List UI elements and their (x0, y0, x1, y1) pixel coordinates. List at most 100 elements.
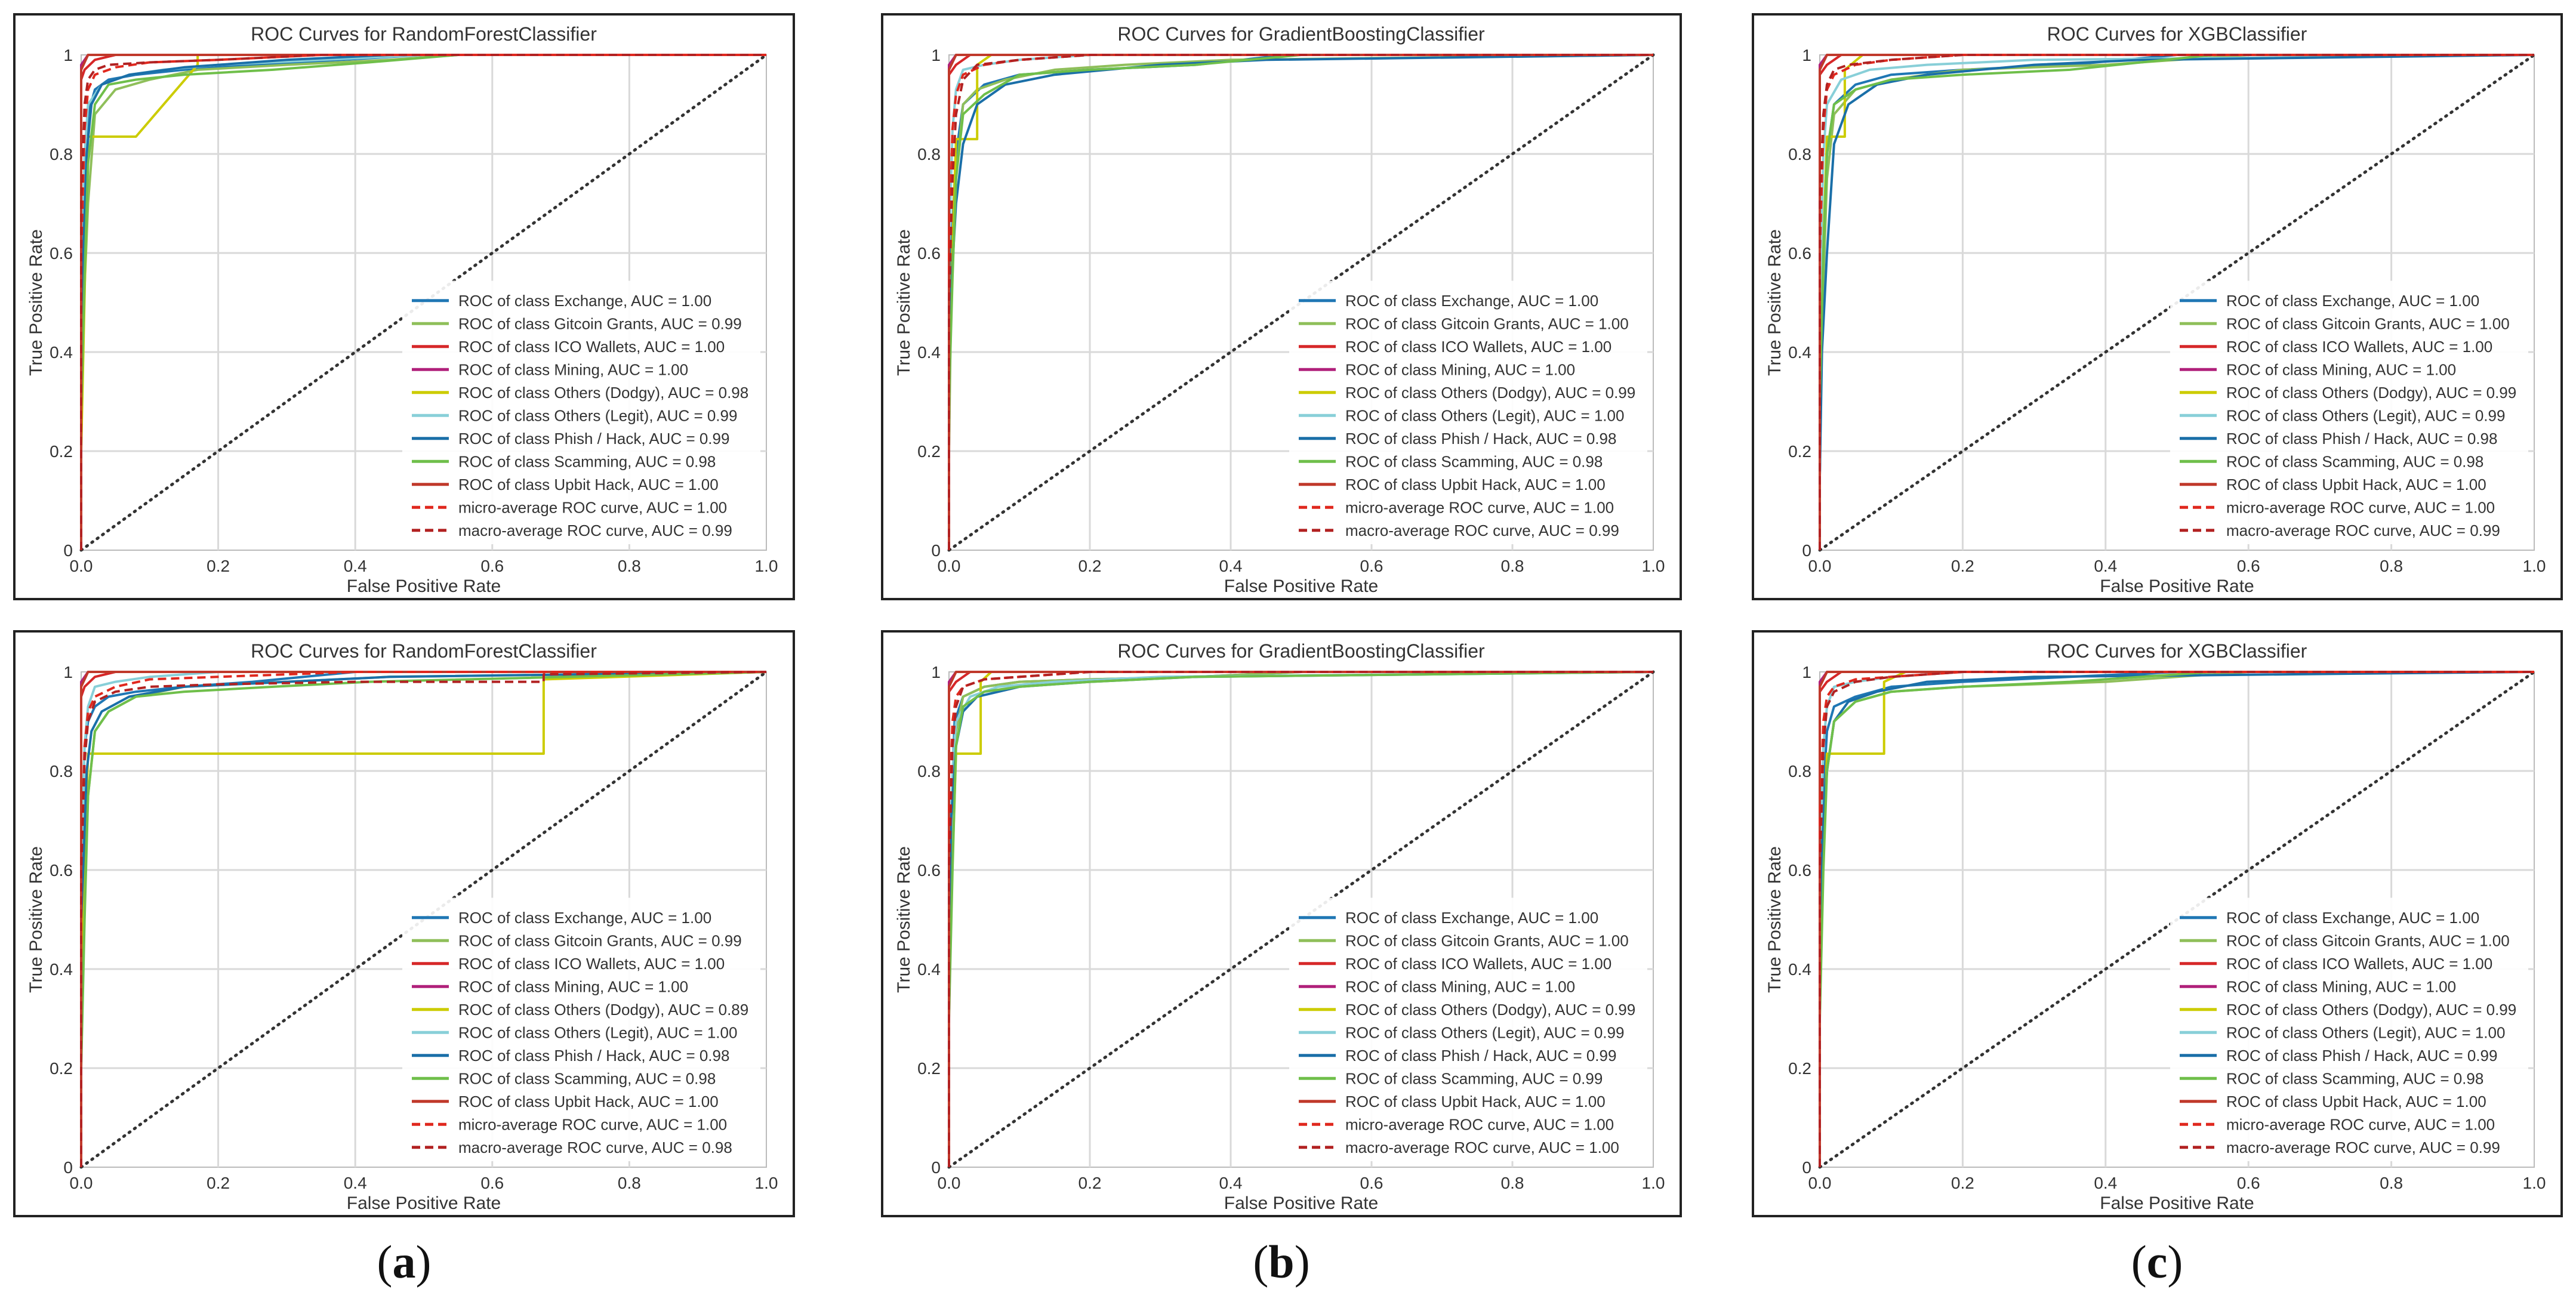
legend-entry: ROC of class Upbit Hack, AUC = 1.00 (1345, 1093, 1606, 1110)
roc-curve-roc-of-class-scamming (948, 54, 1653, 550)
roc-curve-roc-of-class-phish-hack (80, 54, 766, 550)
legend-entry: ROC of class Upbit Hack, AUC = 1.00 (458, 1093, 719, 1110)
roc-chart-top-right: 00.0 0.2 0.2 0.4 0.4 0.6 0.6 0.8 0.8 1 1.0 ROC Curv… (1765, 23, 2546, 596)
roc-chart-bottom-left: 00.0 0.2 0.2 0.4 0.4 0.6 0.6 0.8 0.8 1 1.0 ROC Curv… (26, 640, 778, 1213)
legend-entry: micro-average ROC curve, AUC = 1.00 (2226, 1115, 2495, 1133)
legend-entry: ROC of class ICO Wallets, AUC = 1.00 (2226, 955, 2492, 973)
legend-entry: ROC of class Others (Legit), AUC = 0.99 (1345, 1023, 1624, 1041)
y-axis-label: True Positive Rate (26, 846, 46, 993)
x-tick-label: 0.6 (2237, 1174, 2260, 1192)
legend-entry: ROC of class Scamming, AUC = 0.98 (458, 452, 716, 470)
y-tick-label: 0 (931, 1158, 941, 1177)
x-tick-label: 0.2 (207, 557, 230, 575)
legend-box (402, 280, 760, 544)
legend-entry: macro-average ROC curve, AUC = 0.99 (458, 522, 732, 539)
chart-title: ROC Curves for RandomForestClassifier (251, 640, 597, 662)
roc-chart-bottom-middle: 00.0 0.2 0.2 0.4 0.4 0.6 0.6 0.8 0.8 1 1.0 ROC Curv… (894, 640, 1665, 1213)
y-tick-label: 0.6 (917, 861, 941, 880)
y-tick-label: 0.6 (917, 244, 941, 263)
legend-entry: ROC of class Scamming, AUC = 0.98 (2226, 1069, 2483, 1087)
y-tick-label: 0.8 (1788, 145, 1811, 164)
legend-entry: ROC of class Mining, AUC = 1.00 (458, 360, 688, 378)
roc-curve-macro-average-roc-curve (80, 54, 766, 550)
y-tick-label: 1 (931, 46, 941, 64)
x-tick-label: 0.8 (618, 557, 641, 575)
y-tick-label: 0.4 (50, 343, 73, 362)
legend: ROC of class Exchange, AUC = 1.00 ROC of … (402, 897, 760, 1161)
chart-panel-bottom-right: 0 0.0 0.2 0.2 0.4 0.4 0.6 0.6 0.8 0.8 1 1.0 ROC Curv… (1752, 630, 2563, 1217)
legend-entry: ROC of class Mining, AUC = 1.00 (458, 977, 688, 995)
chart-title: ROC Curves for GradientBoostingClassifie… (1117, 640, 1485, 662)
legend-entry: ROC of class Gitcoin Grants, AUC = 1.00 (2226, 931, 2510, 949)
y-tick-label: 0.2 (1788, 442, 1811, 461)
legend-entry: micro-average ROC curve, AUC = 1.00 (1345, 498, 1614, 516)
legend-entry: ROC of class Others (Dodgy), AUC = 0.99 (2226, 1001, 2516, 1019)
chart-panel-top-middle: 0 0.0 0.2 0.2 0.4 0.4 0.6 0.6 0.8 0.8 1 1.0 ROC Curv… (881, 13, 1682, 600)
y-axis-label: True Positive Rate (1765, 846, 1785, 993)
x-tick-label: 0.2 (1079, 1174, 1102, 1192)
y-axis-label: True Positive Rate (894, 229, 914, 376)
y-tick-label: 0.8 (917, 145, 941, 164)
x-tick-label: 0.4 (344, 557, 367, 575)
legend-entry: ROC of class Gitcoin Grants, AUC = 1.00 (1345, 931, 1629, 949)
legend-entry: ROC of class Phish / Hack, AUC = 0.99 (1345, 1047, 1616, 1065)
x-tick-label: 0.6 (2237, 557, 2260, 575)
x-tick-label: 0.4 (344, 1174, 367, 1192)
legend-entry: ROC of class Mining, AUC = 1.00 (2226, 360, 2456, 378)
legend-entry: ROC of class Scamming, AUC = 0.98 (458, 1069, 716, 1087)
y-tick-label: 0 (1802, 541, 1811, 560)
x-tick-label: 0.6 (480, 1174, 504, 1192)
y-tick-label: 0 (63, 541, 73, 560)
chart-panel-top-left: 0 0.0 0.2 0.2 0.4 0.4 0.6 0.6 0.8 0.8 1 1.0 ROC Curv… (13, 13, 795, 600)
chart-panel-bottom-middle: 0 0.0 0.2 0.2 0.4 0.4 0.6 0.6 0.8 0.8 1 1.0 ROC Curv… (881, 630, 1682, 1217)
chart-title: ROC Curves for RandomForestClassifier (251, 23, 597, 45)
legend-entry: ROC of class Exchange, AUC = 1.00 (458, 909, 711, 927)
legend-entry: ROC of class Phish / Hack, AUC = 0.98 (458, 1047, 729, 1065)
y-tick-label: 0.8 (50, 762, 73, 781)
legend-entry: ROC of class Phish / Hack, AUC = 0.98 (2226, 430, 2497, 448)
legend-box (2170, 897, 2528, 1161)
chance-diagonal (947, 670, 1655, 1169)
roc-chart-top-middle: 00.0 0.2 0.2 0.4 0.4 0.6 0.6 0.8 0.8 1 1.0 ROC Curv… (894, 23, 1665, 596)
legend-entry: macro-average ROC curve, AUC = 0.99 (1345, 522, 1619, 539)
x-tick-label: 1.0 (755, 1174, 778, 1192)
legend-entry: ROC of class Gitcoin Grants, AUC = 0.99 (458, 314, 742, 332)
y-tick-label: 0.6 (50, 861, 73, 880)
x-tick-label: 0.6 (480, 557, 504, 575)
legend-entry: ROC of class Upbit Hack, AUC = 1.00 (2226, 1093, 2486, 1110)
x-tick-label: 1.0 (1642, 557, 1665, 575)
legend-entry: macro-average ROC curve, AUC = 0.98 (458, 1139, 732, 1156)
chart-title: ROC Curves for XGBClassifier (2047, 23, 2307, 45)
legend-entry: ROC of class Upbit Hack, AUC = 1.00 (458, 476, 719, 493)
x-tick-label: 0.4 (1219, 557, 1243, 575)
legend-entry: macro-average ROC curve, AUC = 0.99 (2226, 522, 2500, 539)
x-tick-label: 0.2 (207, 1174, 230, 1192)
x-axis-label: False Positive Rate (2100, 1193, 2254, 1213)
y-tick-label: 0 (931, 541, 941, 560)
legend-entry: ROC of class Gitcoin Grants, AUC = 0.99 (458, 931, 742, 949)
x-axis-label: False Positive Rate (1224, 576, 1378, 596)
legend-entry: ROC of class Others (Legit), AUC = 1.00 (458, 1023, 737, 1041)
legend-entry: ROC of class Gitcoin Grants, AUC = 1.00 (2226, 314, 2510, 332)
x-tick-label: 1.0 (2523, 557, 2546, 575)
legend-box (2170, 280, 2528, 544)
roc-curve-macro-average-roc-curve (948, 54, 1653, 550)
legend-entry: ROC of class Others (Dodgy), AUC = 0.98 (458, 384, 748, 402)
x-tick-label: 0.8 (2380, 1174, 2403, 1192)
legend-entry: ROC of class Mining, AUC = 1.00 (2226, 977, 2456, 995)
legend-entry: ROC of class Exchange, AUC = 1.00 (2226, 909, 2479, 927)
label-paren-open: ( (377, 1236, 393, 1288)
x-tick-label: 0.8 (1501, 1174, 1524, 1192)
label-paren-close: ) (2167, 1236, 2183, 1288)
chart-panel-top-right: 0 0.0 0.2 0.2 0.4 0.4 0.6 0.6 0.8 0.8 1 1.0 ROC Curv… (1752, 13, 2563, 600)
legend-entry: ROC of class Exchange, AUC = 1.00 (2226, 292, 2479, 310)
y-tick-label: 0 (1802, 1158, 1811, 1177)
x-axis-label: False Positive Rate (2100, 576, 2254, 596)
legend-entry: ROC of class Upbit Hack, AUC = 1.00 (2226, 476, 2486, 493)
legend-entry: ROC of class Upbit Hack, AUC = 1.00 (1345, 476, 1606, 493)
legend-entry: ROC of class Others (Legit), AUC = 0.99 (2226, 406, 2505, 424)
roc-curve-roc-of-class-scamming (80, 671, 767, 1167)
y-tick-label: 0.4 (1788, 960, 1811, 979)
legend-entry: ROC of class ICO Wallets, AUC = 1.00 (1345, 338, 1611, 356)
y-tick-label: 0.2 (917, 442, 941, 461)
